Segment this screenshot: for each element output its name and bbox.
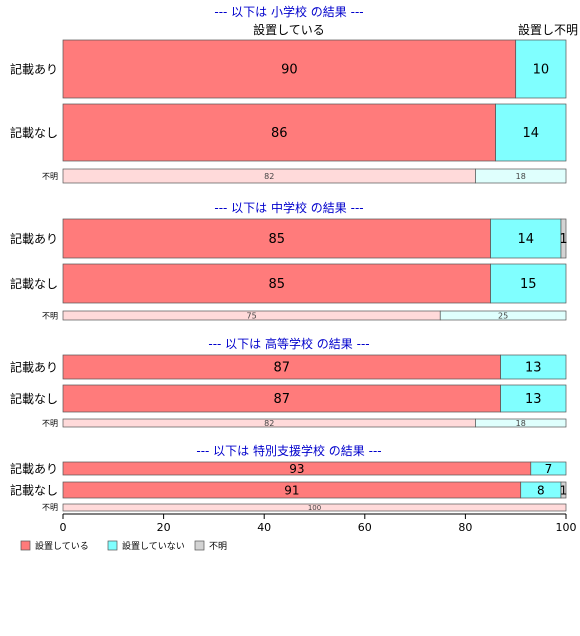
data-label: 85: [269, 232, 286, 247]
row-label: 記載あり: [10, 231, 58, 246]
data-label: 14: [523, 126, 540, 141]
row-label: 不明: [42, 311, 58, 320]
x-tick-label: 80: [458, 521, 472, 534]
row-label: 不明: [42, 172, 58, 181]
data-label: 13: [525, 392, 542, 407]
panel-title: --- 以下は 小学校 の結果 ---: [214, 4, 363, 19]
legend-label: 不明: [209, 541, 227, 552]
row-label: 記載あり: [10, 62, 58, 77]
x-tick-label: 0: [60, 521, 67, 534]
data-label: 25: [498, 311, 508, 320]
data-label: 8: [537, 483, 545, 497]
legend-swatch: [194, 540, 205, 551]
bar-segment-fumei: [560, 218, 567, 259]
row-label: 不明: [42, 419, 58, 428]
bar-segment-setchi: [62, 218, 491, 259]
panel-title: --- 以下は 特別支援学校 の結果 ---: [196, 443, 381, 458]
bar-segment-setchi: [62, 39, 517, 99]
data-label: 93: [289, 462, 304, 476]
bar-segment-not-setchi: [439, 310, 567, 321]
row-label: 記載なし: [10, 125, 58, 140]
data-label: 90: [281, 63, 298, 78]
bar-segment-not-setchi: [500, 354, 567, 380]
data-label: 82: [264, 419, 274, 428]
bar-segment-setchi: [62, 263, 491, 304]
bar-segment-setchi: [62, 503, 567, 512]
data-label: 91: [284, 483, 299, 497]
row-label: 記載なし: [10, 391, 58, 406]
row-label: 記載あり: [10, 461, 58, 476]
data-label: 75: [247, 311, 257, 320]
data-label: 85: [269, 277, 286, 292]
data-label: 7: [545, 462, 553, 476]
bar-segment-not-setchi: [515, 39, 567, 99]
column-header-setchi: 設置している: [253, 22, 325, 37]
data-label: 15: [520, 277, 537, 292]
bar-segment-not-setchi: [530, 461, 567, 476]
x-tick-label: 60: [358, 521, 372, 534]
bar-segment-not-setchi: [495, 103, 567, 162]
bar-segment-setchi: [62, 103, 496, 162]
data-label: 13: [525, 361, 542, 376]
row-label: 記載なし: [10, 482, 58, 497]
data-label: 18: [516, 419, 526, 428]
bar-segment-setchi: [62, 354, 501, 380]
bar-segment-not-setchi: [475, 168, 567, 184]
x-tick-label: 20: [157, 521, 171, 534]
row-label: 不明: [42, 503, 58, 512]
panel-title: --- 以下は 中学校 の結果 ---: [214, 200, 363, 215]
bar-segment-not-setchi: [500, 384, 567, 413]
data-label: 87: [274, 361, 291, 376]
bar-segment-setchi: [62, 384, 501, 413]
bar-segment-not-setchi: [475, 418, 567, 428]
x-tick-label: 100: [556, 521, 577, 534]
legend-label: 設置していない: [122, 540, 185, 552]
row-label: 記載なし: [10, 276, 58, 291]
data-label: 1: [560, 483, 568, 497]
data-label: 100: [308, 504, 321, 512]
data-label: 87: [274, 392, 291, 407]
bar-segment-not-setchi: [490, 263, 567, 304]
data-label: 18: [516, 172, 526, 181]
data-label: 10: [533, 63, 550, 78]
bar-segment-fumei: [560, 481, 567, 499]
row-label: 記載あり: [10, 360, 58, 375]
data-label: 14: [517, 232, 534, 247]
data-label: 82: [264, 172, 274, 181]
data-label: 86: [271, 126, 288, 141]
column-header-fumei: 設置し不明: [518, 22, 578, 37]
data-label: 1: [559, 232, 567, 247]
legend-swatch: [20, 540, 31, 551]
x-tick-label: 40: [257, 521, 271, 534]
legend-label: 設置している: [35, 540, 89, 552]
legend-swatch: [107, 540, 118, 551]
panel-title: --- 以下は 高等学校 の結果 ---: [208, 336, 369, 351]
bar-segment-not-setchi: [490, 218, 562, 259]
